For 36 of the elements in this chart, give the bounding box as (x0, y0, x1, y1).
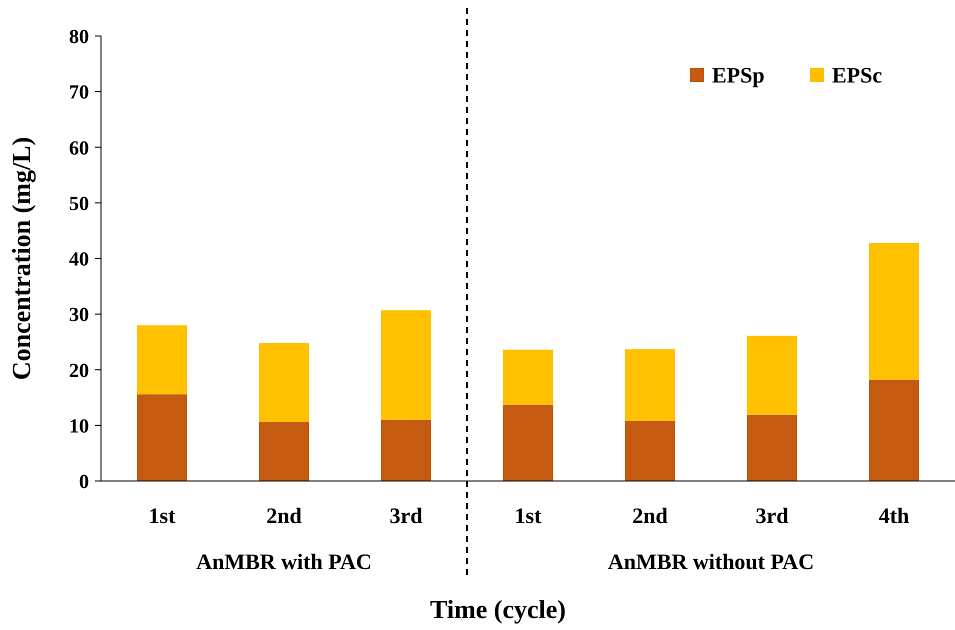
x-tick-label: 1st (514, 503, 542, 528)
y-tick-label: 70 (69, 82, 89, 104)
y-tick-label: 0 (79, 471, 89, 493)
x-tick-label: 4th (878, 503, 910, 528)
bar (503, 404, 553, 481)
x-tick-label: 2nd (266, 503, 302, 528)
y-tick-label: 80 (69, 26, 89, 48)
x-tick-label: 3rd (756, 503, 788, 528)
x-axis-title: Time (cycle) (430, 595, 566, 624)
y-tick-label: 30 (69, 304, 89, 326)
bar (137, 325, 187, 394)
legend-label: EPSc (832, 62, 882, 88)
x-tick-label: 3rd (390, 503, 422, 528)
bar (869, 242, 919, 380)
x-tick-label: 1st (148, 503, 176, 528)
y-tick-label: 20 (69, 360, 89, 382)
bar (747, 336, 797, 415)
text: AnMBR with PAC (196, 549, 372, 574)
y-tick-label: 40 (69, 248, 89, 270)
bar (259, 422, 309, 481)
y-axis-title: Concentration (mg/L) (7, 136, 36, 380)
legend-label: EPSp (712, 62, 765, 88)
bar (259, 343, 309, 422)
bar (869, 380, 919, 481)
bar (625, 349, 675, 421)
x-tick-label: 2nd (632, 503, 668, 528)
y-tick-label: 60 (69, 137, 89, 160)
y-tick-label: 50 (69, 192, 89, 215)
text: AnMBR without PAC (608, 549, 814, 574)
bar (625, 420, 675, 481)
bar (381, 310, 431, 420)
bar (747, 414, 797, 481)
bar (381, 420, 431, 481)
bar (137, 394, 187, 481)
y-tick-label: 10 (69, 415, 89, 438)
bar (503, 350, 553, 405)
